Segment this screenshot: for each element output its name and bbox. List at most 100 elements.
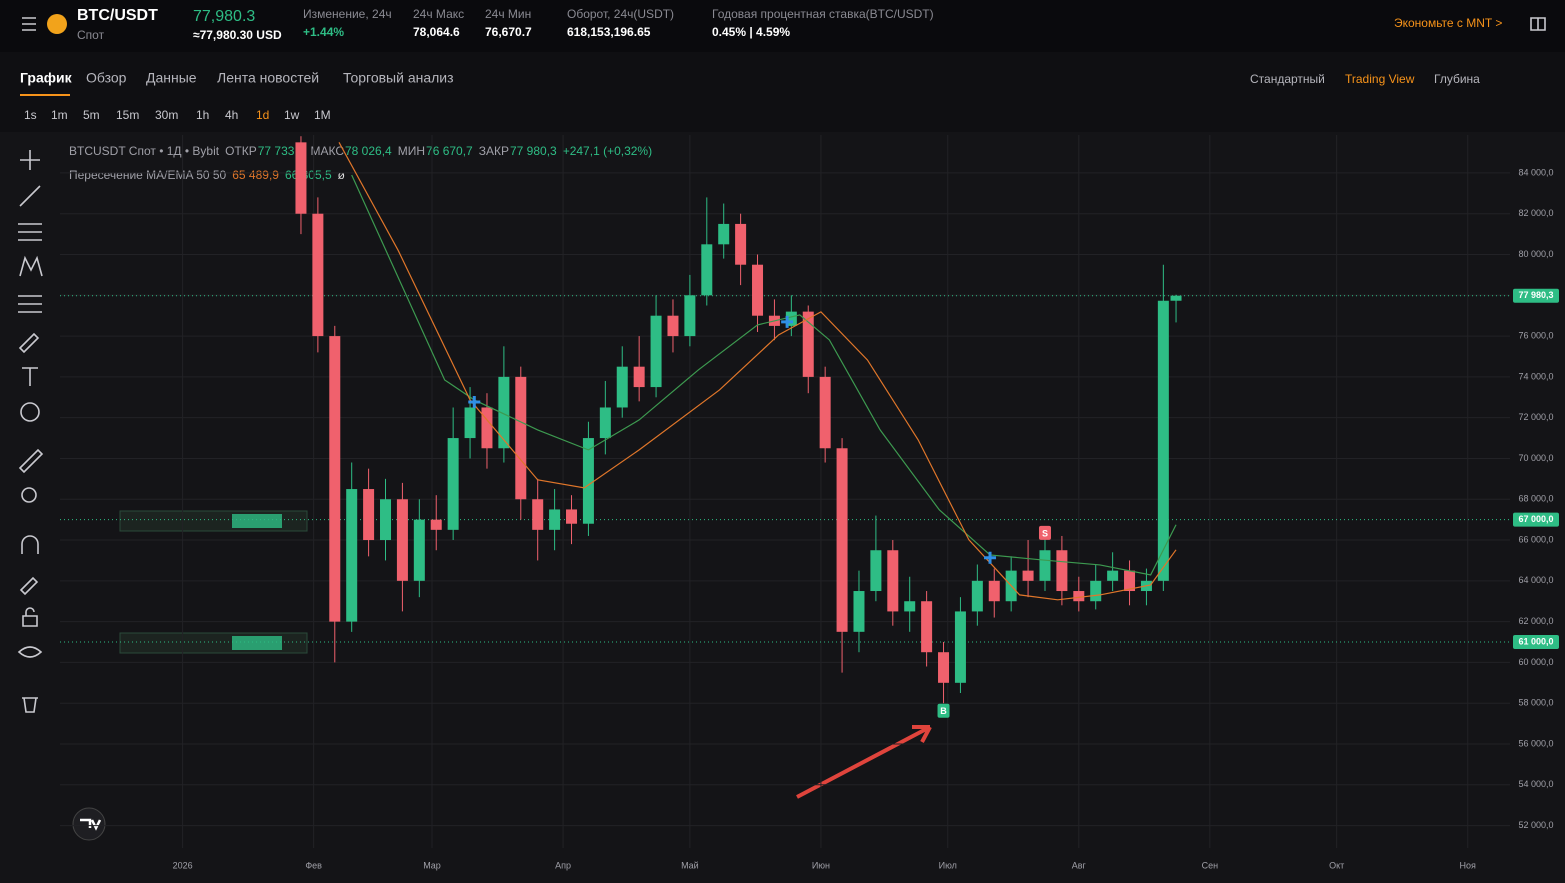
y-tick-label: 54 000,0 xyxy=(1518,779,1553,789)
candle-body xyxy=(447,438,459,530)
legend-text: ЗАКР xyxy=(479,144,509,158)
stat-value: +1.44% xyxy=(303,25,344,39)
position-fill xyxy=(232,514,282,528)
interval[interactable]: 1M xyxy=(314,108,331,122)
tab[interactable]: Лента новостей xyxy=(217,70,319,86)
fib-tool[interactable] xyxy=(18,223,42,241)
tab[interactable]: Обзор xyxy=(86,70,127,86)
view-option[interactable]: Глубина xyxy=(1434,72,1480,86)
price-tag-label: 77 980,3 xyxy=(1518,290,1553,300)
stat-label: Изменение, 24ч xyxy=(303,7,392,21)
candle-body xyxy=(802,311,814,377)
price-tag-label: 61 000,0 xyxy=(1518,636,1553,646)
pattern-tool[interactable] xyxy=(19,255,43,277)
promo[interactable]: Экономьте с MNT > xyxy=(1394,16,1502,30)
emoji-tool[interactable] xyxy=(20,402,40,422)
legend-line: BTCUSDT Спот • 1Д • Bybit ОТКР77 733,2 МАК… xyxy=(69,144,652,158)
y-tick-label: 66 000,0 xyxy=(1518,534,1553,544)
stat-value: 78,064.6 xyxy=(413,25,460,39)
interval[interactable]: 4h xyxy=(225,108,238,122)
candle-body xyxy=(1170,295,1182,301)
price-tag xyxy=(1513,635,1559,650)
candle-body xyxy=(481,407,493,449)
tab[interactable]: Торговый анализ xyxy=(343,70,454,86)
price-tag-label: 67 000,0 xyxy=(1518,514,1553,524)
y-tick-label: 68 000,0 xyxy=(1518,494,1553,504)
candle-body xyxy=(363,489,375,541)
line-tool[interactable] xyxy=(19,185,41,207)
zoom-tool[interactable] xyxy=(21,487,37,503)
view-option[interactable]: Стандартный xyxy=(1250,72,1325,86)
candle-body xyxy=(515,376,527,500)
ma-line xyxy=(351,174,1177,576)
interval[interactable]: 1m xyxy=(51,108,68,122)
candle-body xyxy=(752,264,764,316)
interval[interactable]: 1w xyxy=(284,108,300,122)
lock-tool[interactable] xyxy=(22,607,38,627)
x-tick-label: Май xyxy=(681,860,699,870)
candle-body xyxy=(312,213,324,337)
candle-body xyxy=(633,366,645,388)
candle-body xyxy=(938,652,950,683)
brush-tool[interactable] xyxy=(18,332,40,354)
candle-body xyxy=(1022,570,1034,581)
visibility-tool[interactable] xyxy=(17,646,43,658)
x-tick-label: Апр xyxy=(555,860,571,870)
forecast-tool[interactable] xyxy=(18,295,42,313)
candle-body xyxy=(396,499,408,581)
trash-tool[interactable] xyxy=(22,697,38,713)
candle-body xyxy=(988,580,1000,602)
candle-body xyxy=(1039,550,1051,581)
lock-draw-tool[interactable] xyxy=(19,576,39,596)
position-boxes xyxy=(119,510,308,654)
candle-body xyxy=(650,315,662,388)
candle-body xyxy=(582,438,594,524)
text-tool[interactable] xyxy=(22,367,38,386)
candle-body xyxy=(1056,550,1068,592)
interval[interactable]: 30m xyxy=(155,108,178,122)
interval[interactable]: 5m xyxy=(83,108,100,122)
y-tick-label: 58 000,0 xyxy=(1518,698,1553,708)
layout-icon[interactable] xyxy=(1530,17,1546,31)
legend-text: ОТКР xyxy=(225,144,257,158)
cross-marker xyxy=(781,315,794,328)
symbol[interactable]: BTC/USDT xyxy=(77,7,158,24)
candle-body xyxy=(870,550,882,592)
legend-text: Пересечение MA/EMA 50 50 xyxy=(69,168,227,182)
interval[interactable]: 1s xyxy=(24,108,37,122)
stat-label: 24ч Мин xyxy=(485,7,531,21)
y-tick-label: 60 000,0 xyxy=(1518,657,1553,667)
legend-line: Пересечение MA/EMA 50 50 65 489,9 66 805,5… xyxy=(69,168,346,182)
candle-body xyxy=(599,407,611,439)
candle-body xyxy=(667,315,679,337)
interval[interactable]: 1h xyxy=(196,108,209,122)
y-tick-label: 74 000,0 xyxy=(1518,371,1553,381)
x-tick-label: Окт xyxy=(1329,860,1344,870)
legend-text: +247,1 (+0,32%) xyxy=(563,144,652,158)
candle-body xyxy=(718,223,730,245)
y-tick-label: 70 000,0 xyxy=(1518,453,1553,463)
stat-label: Годовая процентная ставка(BTC/USDT) xyxy=(712,7,934,21)
ruler-tool[interactable] xyxy=(18,448,44,474)
x-tick-label: Июл xyxy=(939,860,957,870)
candle-body xyxy=(464,407,476,439)
interval[interactable]: 15m xyxy=(116,108,139,122)
interval[interactable]: 1d xyxy=(256,108,269,122)
candle-body xyxy=(532,499,544,530)
magnet-tool[interactable] xyxy=(21,535,39,554)
candle-body xyxy=(1124,570,1136,592)
cross-marker xyxy=(468,395,481,408)
menu-icon[interactable] xyxy=(22,17,36,31)
x-tick-label: Фев xyxy=(305,860,322,870)
candle-body xyxy=(887,550,899,612)
crosshair-tool[interactable] xyxy=(20,150,40,170)
tab[interactable]: График xyxy=(20,70,73,86)
tab[interactable]: Данные xyxy=(146,70,197,86)
legend-text: 65 489,9 xyxy=(232,168,279,182)
candle-body xyxy=(346,489,358,622)
y-tick-label: 52 000,0 xyxy=(1518,820,1553,830)
view-option[interactable]: Trading View xyxy=(1345,72,1415,86)
legend-text: МАКС xyxy=(310,144,344,158)
y-tick-label: 84 000,0 xyxy=(1518,167,1553,177)
